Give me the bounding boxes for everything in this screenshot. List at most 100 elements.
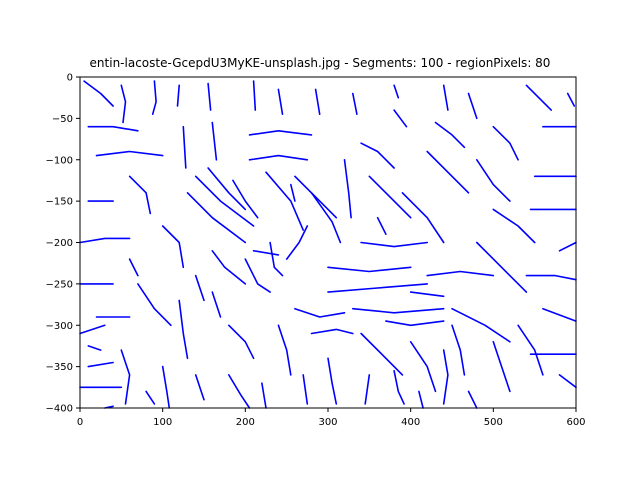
segment-line xyxy=(183,127,186,168)
segment-line xyxy=(278,325,290,375)
y-tick-label: −200 xyxy=(46,238,73,249)
segment-line xyxy=(353,309,444,313)
y-tick-label: −400 xyxy=(46,404,73,415)
segment-line xyxy=(278,89,282,114)
segment-line xyxy=(212,251,245,284)
segment-line xyxy=(411,342,436,392)
segment-line xyxy=(394,371,404,404)
segment-line xyxy=(394,85,398,97)
segment-line xyxy=(452,309,510,342)
segment-line xyxy=(250,131,312,135)
y-tick-label: −250 xyxy=(46,279,73,290)
segment-line xyxy=(88,363,113,367)
segment-line xyxy=(179,300,187,358)
segment-line xyxy=(266,172,303,230)
segment-line xyxy=(328,284,427,292)
segment-line xyxy=(312,329,353,333)
segment-line xyxy=(295,309,345,317)
x-tick-label: 300 xyxy=(318,417,337,428)
segment-line xyxy=(316,89,320,114)
segment-line xyxy=(493,209,534,242)
x-tick-label: 400 xyxy=(401,417,420,428)
segment-line xyxy=(493,342,510,392)
segment-line xyxy=(254,81,256,110)
segment-line xyxy=(88,346,100,350)
y-tick-label: −300 xyxy=(46,321,73,332)
segment-line xyxy=(526,276,576,280)
segment-line xyxy=(250,156,308,160)
y-axis: 0 −50 −100 −150 −200 −250 −300 −350 −400 xyxy=(46,73,80,415)
segment-line xyxy=(262,383,266,408)
segment-line xyxy=(287,226,308,259)
segment-line xyxy=(411,292,444,296)
x-tick-label: 0 xyxy=(77,417,83,428)
segment-line xyxy=(477,160,510,201)
segment-line xyxy=(233,180,258,217)
segment-line xyxy=(427,152,468,193)
segment-line xyxy=(560,243,577,251)
segment-line xyxy=(254,251,279,255)
segment-line xyxy=(121,85,125,122)
y-tick-label: −350 xyxy=(46,362,73,373)
segment-line xyxy=(526,85,551,110)
segment-line xyxy=(208,168,245,209)
segment-line xyxy=(361,143,394,168)
x-tick-label: 100 xyxy=(153,417,172,428)
segment-line xyxy=(369,176,410,217)
segment-line xyxy=(178,85,180,106)
segment-line xyxy=(97,152,163,156)
segment-line xyxy=(208,84,211,111)
segment-line xyxy=(88,127,138,131)
segment-line xyxy=(229,325,254,358)
segment-line xyxy=(212,292,220,317)
x-tick-label: 500 xyxy=(484,417,503,428)
segment-line xyxy=(84,81,113,106)
segment-line xyxy=(394,110,406,127)
segment-line xyxy=(121,350,129,404)
segment-line xyxy=(543,309,576,321)
segment-line xyxy=(353,94,357,115)
segment-line xyxy=(469,391,477,408)
segment-line xyxy=(378,218,386,235)
segment-line xyxy=(291,185,295,202)
segment-line xyxy=(419,391,423,408)
x-tick-label: 600 xyxy=(566,417,585,428)
segment-line xyxy=(80,325,105,333)
segment-line xyxy=(130,176,151,213)
segment-line xyxy=(163,226,184,267)
segment-line xyxy=(138,284,171,325)
x-tick-label: 200 xyxy=(236,417,255,428)
segment-line xyxy=(436,123,465,148)
segment-line xyxy=(361,243,427,247)
segment-line xyxy=(452,325,464,375)
segment-line xyxy=(295,176,336,217)
segment-line xyxy=(303,375,307,404)
segment-line xyxy=(245,259,270,292)
segment-line xyxy=(80,238,130,242)
segment-line xyxy=(469,94,477,119)
segment-line xyxy=(444,85,448,110)
segment-line xyxy=(328,358,336,404)
segment-line xyxy=(365,375,369,404)
segment-line xyxy=(163,367,170,408)
segment-line xyxy=(361,334,402,375)
segment-line xyxy=(386,321,444,325)
y-tick-label: −150 xyxy=(46,197,73,208)
y-tick-label: −100 xyxy=(46,155,73,166)
segment-line xyxy=(477,243,527,293)
plot-lines xyxy=(80,81,576,408)
segment-line xyxy=(196,276,204,301)
segment-line xyxy=(196,375,204,400)
chart-title: entin-lacoste-GcepdU3MyKE-unsplash.jpg -… xyxy=(90,56,551,70)
y-tick-label: −50 xyxy=(52,114,73,125)
segment-line xyxy=(444,350,448,404)
segment-line xyxy=(130,259,138,276)
x-axis: 0 100 200 300 400 500 600 xyxy=(77,408,586,428)
segment-line xyxy=(146,391,154,404)
segment-line xyxy=(568,94,575,107)
segment-line xyxy=(328,267,411,271)
segment-line xyxy=(153,81,156,114)
segment-line xyxy=(402,193,443,243)
y-tick-label: 0 xyxy=(67,73,73,84)
